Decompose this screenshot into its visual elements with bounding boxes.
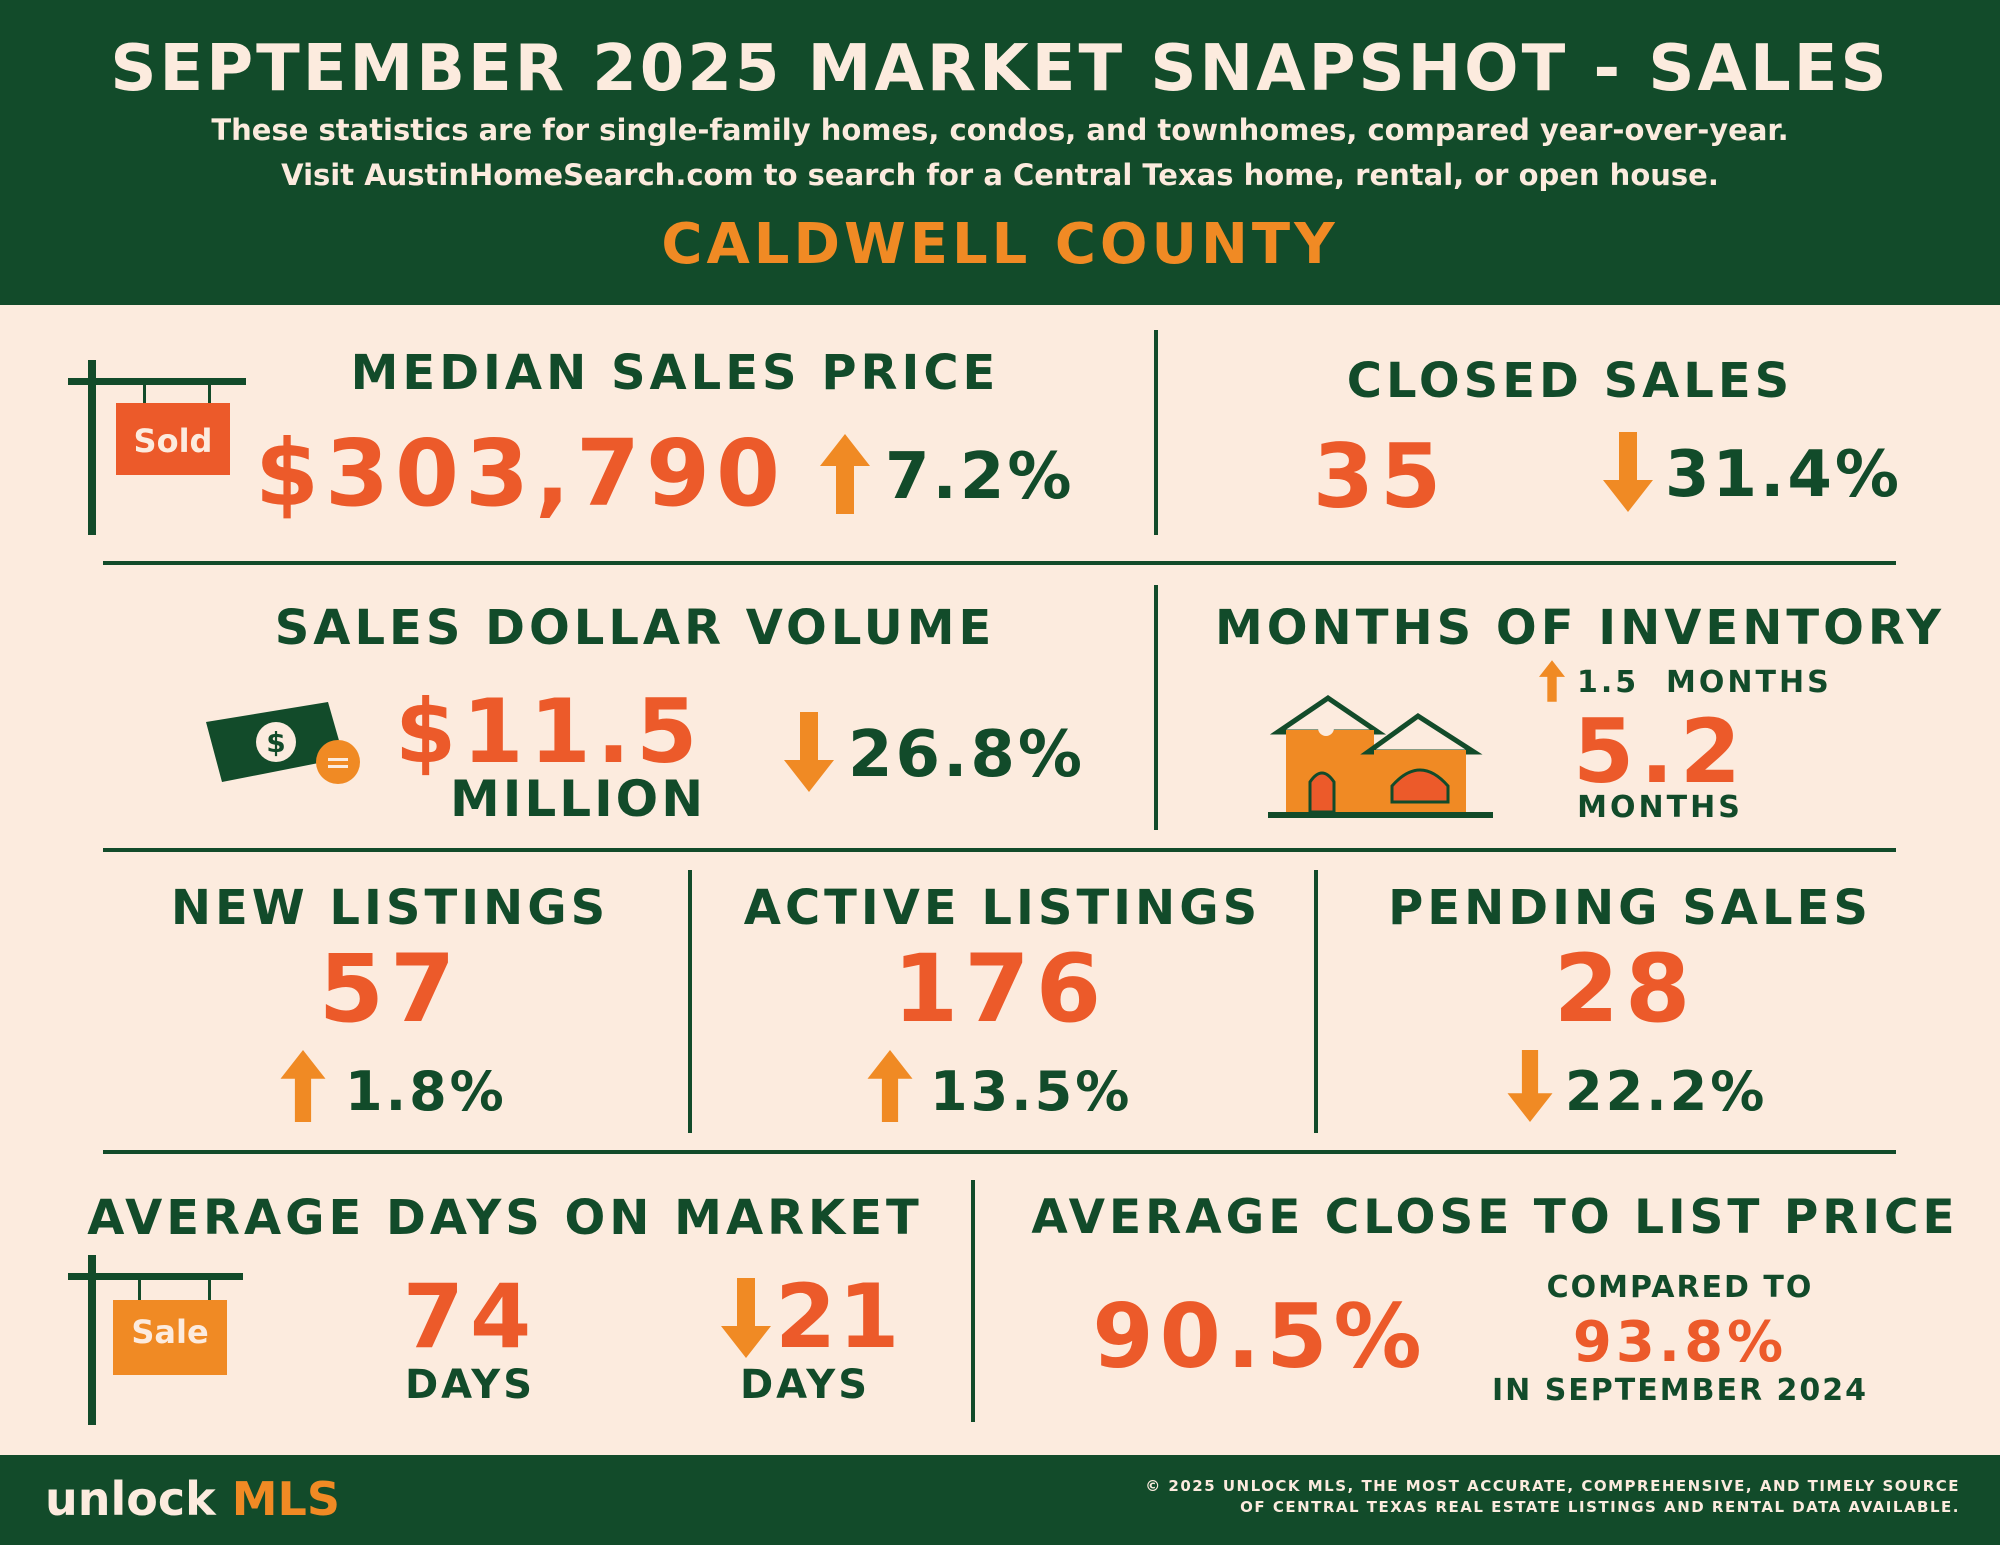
header-description: These statistics are for single-family h… <box>211 113 1789 147</box>
compared-value: 93.8% <box>1572 1310 1788 1375</box>
active-listings-value: 176 <box>892 935 1108 1044</box>
days-on-market-change-unit: DAYS <box>739 1362 871 1408</box>
pending-sales-label: PENDING SALES <box>1388 880 1872 936</box>
new-listings-change: 1.8% <box>345 1060 507 1123</box>
median-price-label: MEDIAN SALES PRICE <box>350 345 1000 401</box>
days-on-market-change: 21 <box>775 1265 902 1368</box>
dollar-volume-change: 26.8% <box>848 718 1086 792</box>
close-to-list-label: AVERAGE CLOSE TO LIST PRICE <box>1031 1190 1959 1245</box>
close-to-list-value: 90.5% <box>1092 1285 1428 1388</box>
inventory-change: 1.5 MONTHS <box>1577 665 1832 700</box>
days-on-market-value: 74 <box>402 1265 538 1368</box>
median-price-value: $303,790 <box>255 420 787 527</box>
closed-sales-change: 31.4% <box>1665 438 1903 512</box>
arrow-up-icon <box>820 434 870 514</box>
logo-mls-text: MLS <box>231 1472 340 1526</box>
svg-text:$: $ <box>266 726 285 759</box>
arrow-up-icon <box>280 1050 326 1122</box>
arrow-down-icon <box>1507 1050 1553 1122</box>
new-listings-label: NEW LISTINGS <box>170 880 610 936</box>
page-title: SEPTEMBER 2025 MARKET SNAPSHOT - SALES <box>110 32 1890 106</box>
compared-to-label: COMPARED TO <box>1546 1270 1814 1305</box>
pending-sales-change: 22.2% <box>1565 1060 1768 1123</box>
dollar-volume-unit: MILLION <box>450 770 707 828</box>
pending-sales-value: 28 <box>1553 935 1697 1044</box>
county-name: CALDWELL COUNTY <box>661 212 1339 277</box>
divider-vertical <box>1154 330 1158 535</box>
money-icon: $ <box>200 690 365 800</box>
sale-sign-icon <box>68 1255 248 1425</box>
header-banner <box>0 0 2000 305</box>
days-on-market-unit: DAYS <box>404 1362 536 1408</box>
copyright-line-2: OF CENTRAL TEXAS REAL ESTATE LISTINGS AN… <box>1240 1498 1960 1516</box>
divider-horizontal <box>103 561 1896 565</box>
new-listings-value: 57 <box>318 935 462 1044</box>
active-listings-label: ACTIVE LISTINGS <box>743 880 1262 936</box>
divider-vertical <box>1314 870 1318 1133</box>
arrow-down-icon <box>1603 432 1653 512</box>
divider-vertical <box>688 870 692 1133</box>
divider-vertical <box>1154 585 1158 830</box>
inventory-value: 5.2 <box>1573 700 1747 803</box>
arrow-down-icon <box>784 712 834 792</box>
arrow-up-icon <box>1539 660 1565 702</box>
footer-bar <box>0 1455 2000 1545</box>
dollar-volume-value: $11.5 <box>395 680 704 783</box>
closed-sales-label: CLOSED SALES <box>1346 353 1794 409</box>
arrow-up-icon <box>867 1050 913 1122</box>
header-website-note: Visit AustinHomeSearch.com to search for… <box>281 158 1719 192</box>
days-on-market-label: AVERAGE DAYS ON MARKET <box>87 1190 923 1246</box>
median-price-change: 7.2% <box>885 440 1075 514</box>
divider-horizontal <box>103 848 1896 852</box>
inventory-unit: MONTHS <box>1577 790 1743 825</box>
closed-sales-value: 35 <box>1312 425 1448 528</box>
sold-sign-icon <box>68 360 248 535</box>
house-icon <box>1268 690 1493 820</box>
sale-sign-label: Sale <box>131 1313 209 1351</box>
dollar-volume-label: SALES DOLLAR VOLUME <box>274 600 996 656</box>
compared-period: IN SEPTEMBER 2024 <box>1491 1373 1868 1408</box>
active-listings-change: 13.5% <box>930 1060 1133 1123</box>
sold-sign-label: Sold <box>133 422 213 460</box>
inventory-label: MONTHS OF INVENTORY <box>1214 600 1946 656</box>
divider-vertical <box>971 1180 975 1422</box>
copyright-line-1: © 2025 UNLOCK MLS, THE MOST ACCURATE, CO… <box>1145 1477 1960 1495</box>
unlock-mls-logo: unlock MLS <box>45 1472 340 1526</box>
divider-horizontal <box>103 1150 1896 1154</box>
logo-unlock-text: unlock <box>45 1472 216 1526</box>
arrow-down-icon <box>721 1278 771 1358</box>
